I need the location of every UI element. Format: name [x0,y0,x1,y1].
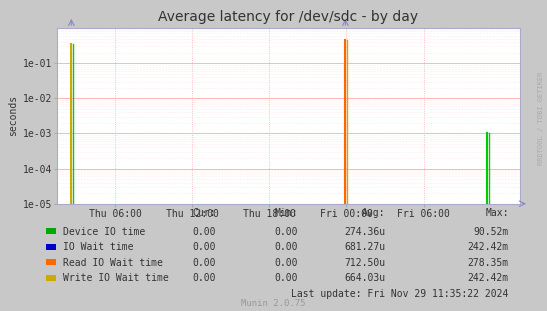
Text: 0.00: 0.00 [193,258,216,268]
Text: Min:: Min: [275,208,298,218]
Text: RRDTOOL / TOBI OETIKER: RRDTOOL / TOBI OETIKER [538,72,544,165]
Text: IO Wait time: IO Wait time [63,242,133,252]
Text: Munin 2.0.75: Munin 2.0.75 [241,299,306,308]
Text: 0.00: 0.00 [193,242,216,252]
Text: Read IO Wait time: Read IO Wait time [63,258,163,268]
Text: 90.52m: 90.52m [474,227,509,237]
Title: Average latency for /dev/sdc - by day: Average latency for /dev/sdc - by day [159,10,418,24]
Text: Max:: Max: [485,208,509,218]
Text: 274.36u: 274.36u [345,227,386,237]
Y-axis label: seconds: seconds [8,95,19,137]
Text: 681.27u: 681.27u [345,242,386,252]
Text: 0.00: 0.00 [275,273,298,283]
Text: 278.35m: 278.35m [468,258,509,268]
Text: Write IO Wait time: Write IO Wait time [63,273,168,283]
Text: 242.42m: 242.42m [468,242,509,252]
Text: Device IO time: Device IO time [63,227,145,237]
Text: 0.00: 0.00 [275,227,298,237]
Text: Avg:: Avg: [362,208,386,218]
Text: 242.42m: 242.42m [468,273,509,283]
Text: 664.03u: 664.03u [345,273,386,283]
Text: 0.00: 0.00 [193,227,216,237]
Text: Last update: Fri Nov 29 11:35:22 2024: Last update: Fri Nov 29 11:35:22 2024 [292,289,509,299]
Text: 712.50u: 712.50u [345,258,386,268]
Text: 0.00: 0.00 [275,242,298,252]
Text: Cur:: Cur: [193,208,216,218]
Text: 0.00: 0.00 [275,258,298,268]
Text: 0.00: 0.00 [193,273,216,283]
